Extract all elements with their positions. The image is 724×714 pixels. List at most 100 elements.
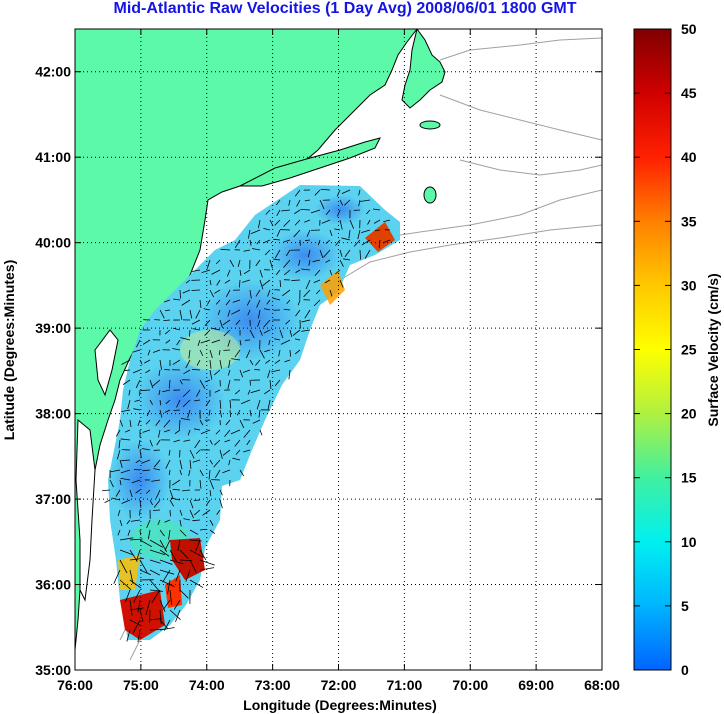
velocity-arrow [273, 238, 281, 241]
velocity-arrow [278, 349, 281, 357]
velocity-arrow [220, 248, 231, 251]
velocity-arrow [139, 359, 143, 365]
velocity-arrow [199, 419, 204, 426]
velocity-arrow [119, 519, 123, 527]
velocity-arrow [189, 459, 192, 469]
velocity-arrow [296, 199, 301, 207]
velocity-arrow [172, 359, 181, 365]
velocity-arrow [119, 537, 134, 541]
velocity-arrow [320, 188, 331, 191]
velocity-arrow [149, 579, 161, 593]
velocity-arrow [129, 619, 141, 626]
velocity-arrow [283, 269, 291, 276]
velocity-arrow [214, 369, 221, 376]
velocity-arrow [116, 449, 121, 460]
velocity-arrow [295, 309, 301, 317]
velocity-arrow [249, 239, 252, 246]
velocity-arrow [229, 409, 232, 418]
velocity-arrow [259, 429, 263, 436]
velocity-arrow [256, 399, 261, 410]
velocity-arrow [339, 219, 343, 230]
velocity-arrow [119, 459, 123, 468]
velocity-arrow [353, 239, 361, 247]
velocity-arrow [176, 339, 181, 346]
velocity-arrow [265, 209, 271, 215]
velocity-arrow [274, 379, 281, 387]
velocity-arrow [249, 379, 251, 386]
velocity-arrow [129, 538, 143, 541]
velocity-arrow [142, 339, 151, 345]
velocity-arrow [308, 259, 311, 266]
velocity-arrow [195, 449, 201, 455]
velocity-arrow [132, 349, 141, 353]
velocity-arrow [204, 319, 211, 326]
velocity-arrow [255, 259, 261, 267]
velocity-arrow [142, 448, 151, 451]
velocity-arrow [341, 237, 351, 241]
velocity-arrow [229, 259, 235, 267]
velocity-arrow [383, 219, 391, 223]
velocity-arrow [222, 469, 231, 474]
velocity-arrow [214, 439, 221, 446]
velocity-arrow [185, 279, 191, 284]
velocity-arrow [289, 349, 291, 357]
x-axis-label: Longitude (Degrees:Minutes) [243, 697, 437, 713]
velocity-arrow [274, 219, 281, 226]
velocity-arrow [149, 499, 153, 506]
velocity-arrow [234, 439, 241, 447]
velocity-arrow [164, 539, 171, 551]
velocity-arrow [124, 369, 131, 371]
velocity-arrow [283, 259, 291, 268]
velocity-arrow [294, 209, 301, 215]
velocity-arrow [183, 439, 191, 442]
velocity-arrow [145, 419, 151, 425]
velocity-arrow [294, 338, 301, 341]
velocity-arrow [249, 329, 255, 339]
velocity-arrow [137, 439, 141, 449]
velocity-arrow [218, 349, 221, 356]
velocity-arrow [209, 359, 212, 369]
velocity-arrow [230, 429, 241, 435]
velocity-arrow [208, 469, 211, 480]
velocity-arrow [225, 289, 231, 298]
velocity-arrow [272, 297, 281, 301]
velocity-arrow [140, 389, 151, 391]
velocity-arrow [339, 199, 344, 206]
velocity-arrow [304, 219, 311, 223]
velocity-arrow [313, 279, 321, 284]
velocity-arrow [209, 289, 215, 298]
chesapeake-bay [75, 418, 96, 602]
velocity-arrow [268, 339, 271, 345]
velocity-arrow [228, 459, 231, 466]
velocity-arrow [153, 468, 161, 471]
velocity-arrow [163, 429, 171, 433]
velocity-arrow [169, 489, 174, 499]
velocity-arrow [264, 249, 271, 256]
velocity-arrow [339, 259, 344, 267]
velocity-arrow [144, 359, 151, 364]
velocity-arrow [214, 289, 221, 294]
velocity-arrow [264, 349, 271, 353]
velocity-arrow [234, 349, 241, 358]
velocity-arrow [149, 539, 164, 548]
velocity-arrow [224, 279, 231, 284]
velocity-arrow [343, 258, 351, 261]
velocity-arrow [153, 499, 161, 508]
velocity-arrow [179, 379, 183, 385]
velocity-arrow [263, 227, 271, 231]
velocity-arrow [139, 539, 153, 548]
velocity-arrow [169, 499, 175, 507]
velocity-arrow [293, 229, 301, 238]
velocity-arrow [239, 469, 245, 477]
velocity-arrow [179, 589, 189, 599]
velocity-arrow [279, 279, 282, 288]
velocity-arrow [209, 529, 216, 534]
velocity-arrow [151, 479, 161, 482]
velocity-arrow [305, 279, 311, 290]
velocity-arrow [145, 369, 151, 374]
colorbar-tick-label: 40 [681, 149, 697, 165]
velocity-arrow [314, 189, 321, 196]
velocity-arrow [211, 327, 221, 331]
velocity-arrow [118, 439, 121, 449]
velocity-arrow [119, 559, 128, 574]
